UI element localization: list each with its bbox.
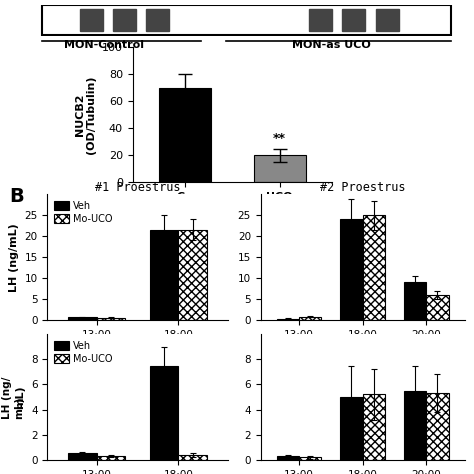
Bar [340, 397, 363, 460]
Bar [146, 9, 169, 31]
Y-axis label: NUCB2
(OD/Tubulin): NUCB2 (OD/Tubulin) [75, 76, 96, 154]
Bar [299, 457, 321, 460]
Title: #2 Proestrus: #2 Proestrus [320, 182, 405, 194]
Text: **: ** [273, 132, 286, 145]
Y-axis label: LH (ng/mL): LH (ng/mL) [9, 223, 19, 292]
Bar [68, 318, 97, 320]
Bar [426, 295, 448, 320]
Bar [42, 5, 451, 35]
Bar [342, 9, 365, 31]
Bar [426, 393, 448, 460]
Bar [150, 230, 178, 320]
Bar [299, 317, 321, 320]
Title: #1 Proestrus: #1 Proestrus [95, 182, 180, 194]
Bar [254, 155, 306, 182]
Bar [277, 456, 299, 460]
Text: MON-Control: MON-Control [64, 40, 144, 50]
Bar [97, 456, 125, 460]
Bar [113, 9, 136, 31]
Text: MON-as UCO: MON-as UCO [292, 40, 371, 50]
Bar [277, 319, 299, 320]
Bar [404, 391, 426, 460]
Legend: Veh, Mo-UCO: Veh, Mo-UCO [52, 339, 114, 366]
Bar [309, 9, 332, 31]
Bar [363, 394, 385, 460]
Bar [363, 215, 385, 320]
Bar [178, 230, 207, 320]
Bar [404, 283, 426, 320]
Text: B: B [9, 187, 24, 206]
Bar [159, 88, 211, 182]
Bar [340, 219, 363, 320]
Bar [80, 9, 102, 31]
Bar [97, 318, 125, 320]
Y-axis label: mL): mL) [16, 385, 26, 409]
Bar [178, 455, 207, 460]
Bar [150, 365, 178, 460]
Bar [376, 9, 399, 31]
Legend: Veh, Mo-UCO: Veh, Mo-UCO [52, 199, 114, 226]
Text: LH (ng/
mL): LH (ng/ mL) [2, 377, 24, 419]
Bar [68, 454, 97, 460]
